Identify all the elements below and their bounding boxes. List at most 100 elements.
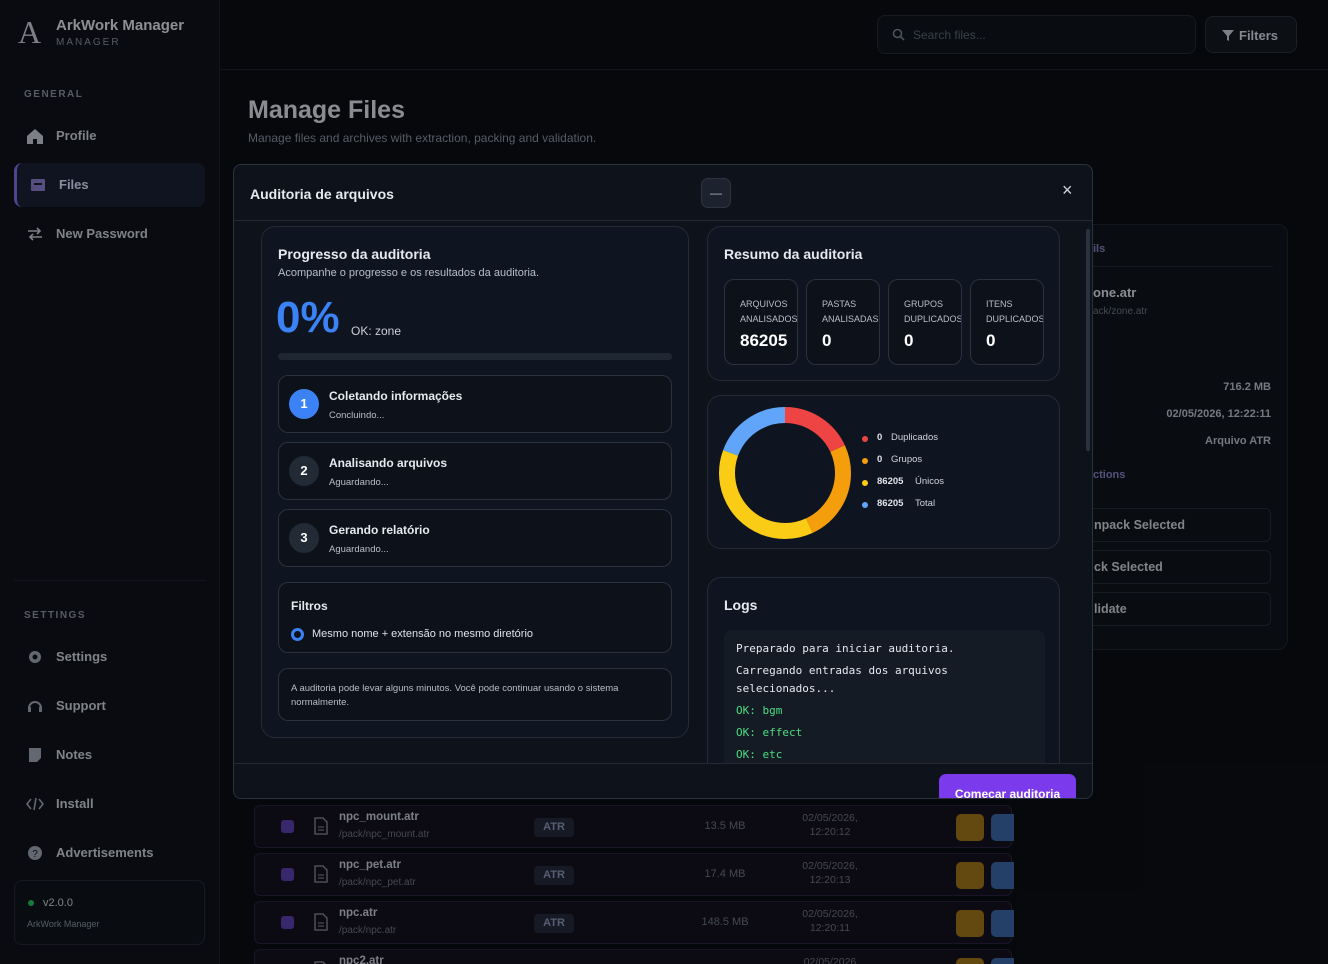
icon [26,127,44,150]
icon-svg [314,913,328,931]
icon [26,697,44,720]
nav-label: Notes [56,747,93,762]
svg-text:?: ? [32,849,38,860]
progress-percent: 0% [276,293,340,342]
nav-item[interactable]: New Password [14,212,205,256]
icon-svg [314,961,326,964]
filter-option: Mesmo nome + extensão no mesmo diretório [312,628,534,640]
icon-svg [25,797,45,811]
brand-sub: MANAGER [56,37,121,48]
close-button[interactable]: × [1062,180,1073,200]
icon [26,648,44,671]
nav-label: Settings [56,649,108,664]
checkbox[interactable] [281,820,294,833]
icon-svg [27,129,43,144]
stat-label: GRUPOS DUPLICADOS [904,299,962,324]
stat-box: ITENS DUPLICADOS 0 [970,279,1044,365]
nav-item[interactable]: Settings [14,635,205,679]
nav-item[interactable]: Files [14,163,205,207]
section-label: GENERAL [24,89,84,100]
logo: A [18,14,42,50]
divider [1093,266,1273,267]
step-number: 1 [289,389,319,419]
action-button[interactable] [956,910,984,937]
details-heading: ils [1093,243,1106,255]
nav-item[interactable]: ? Advertisements [14,831,205,875]
filters-button[interactable]: Filters [1205,16,1297,53]
step-title: Coletando informações [329,389,463,403]
step: 3 Gerando relatório Aguardando... [278,509,672,567]
nav-item[interactable]: Install [14,782,205,826]
action-button[interactable] [991,862,1014,889]
file-name: npc.atr [339,907,378,919]
legend-value: 86205 [877,498,904,509]
log-line: OK: bgm [736,704,783,717]
nav-label: Profile [56,128,97,143]
file-path: /pack/npc_mount.atr [339,829,430,840]
icon-svg [314,817,328,835]
audit-modal: Auditoria de arquivos — × Progresso da a… [233,164,1093,799]
legend-dot [862,458,868,464]
legend-value: 86205 [877,476,904,487]
legend-label: Grupos [891,454,923,465]
version: v2.0.0 [43,897,73,909]
icon [26,746,44,769]
icon [313,913,331,936]
detail-value: 02/05/2026, 12:22:11 [1166,408,1271,420]
type-badge: ATR [534,866,574,885]
start-button[interactable]: Começar auditoria [939,774,1076,798]
action-button[interactable] [991,958,1014,964]
file-path: /pack/npc_pet.atr [339,877,416,888]
action-label: ck Selected [1094,560,1163,574]
nav-item[interactable]: Profile [14,114,205,158]
file-row[interactable]: npc_pet.atr/pack/npc_pet.atr ATR 17.4 MB 02… [254,853,1014,896]
divider [234,220,1092,221]
nav-item[interactable]: Notes [14,733,205,777]
icon-svg [29,748,41,762]
step-number: 2 [289,456,319,486]
stat-box: GRUPOS DUPLICADOS 0 [888,279,962,365]
action-button[interactable] [956,814,984,841]
page-title: Manage Files [248,96,405,124]
progress-card: Progresso da auditoria Acompanhe o progr… [261,226,689,738]
action-button[interactable] [956,958,984,964]
file-time: 12:20:13 [809,874,851,886]
stat-value: 0 [904,331,914,350]
checkbox[interactable] [281,868,294,881]
action-button[interactable] [991,814,1014,841]
search-box[interactable]: Search files... [877,15,1196,54]
note: A auditoria pode levar alguns minutos. V… [291,683,619,708]
stat-box: ARQUIVOS ANALISADOS 86205 [724,279,798,365]
filter-icon [1222,30,1234,41]
legend-dot [862,436,868,442]
minimize-button[interactable]: — [701,178,731,208]
card-title: Progresso da auditoria [278,246,431,262]
nav-label: Files [59,177,89,192]
file-name: npc_mount.atr [339,811,419,823]
version-box: v2.0.0 ArkWork Manager [14,880,205,945]
action-label: npack Selected [1094,518,1186,532]
file-date: 02/05/2026, [802,860,858,872]
file-row[interactable]: npc2.atr 02/05/2026 [254,949,1014,964]
radio[interactable] [291,628,304,641]
icon [313,817,331,840]
checkbox[interactable] [281,916,294,929]
card-title: Logs [724,597,758,613]
icon [25,795,45,818]
nav-label: New Password [56,226,148,241]
detail-value: Arquivo ATR [1205,435,1271,447]
section-label: SETTINGS [24,610,87,621]
action-button[interactable] [956,862,984,889]
progress-bar [278,353,672,360]
donut [719,407,851,539]
step-title: Analisando arquivos [329,456,448,470]
step: 2 Analisando arquivos Aguardando... [278,442,672,500]
file-row[interactable]: npc_mount.atr/pack/npc_mount.atr ATR 13.5 … [254,805,1014,848]
card-subtitle: Acompanhe o progresso e os resultados da… [278,267,540,279]
file-list: npc_mount.atr/pack/npc_mount.atr ATR 13.5 … [248,798,1014,964]
file-row[interactable]: npc.atr/pack/npc.atr ATR 148.5 MB 02/05/202… [254,901,1014,944]
sidebar: A ArkWork Manager MANAGER GENERAL SETTIN… [0,0,220,964]
scrollbar [1086,229,1090,451]
action-button[interactable] [991,910,1014,937]
nav-item[interactable]: Support [14,684,205,728]
